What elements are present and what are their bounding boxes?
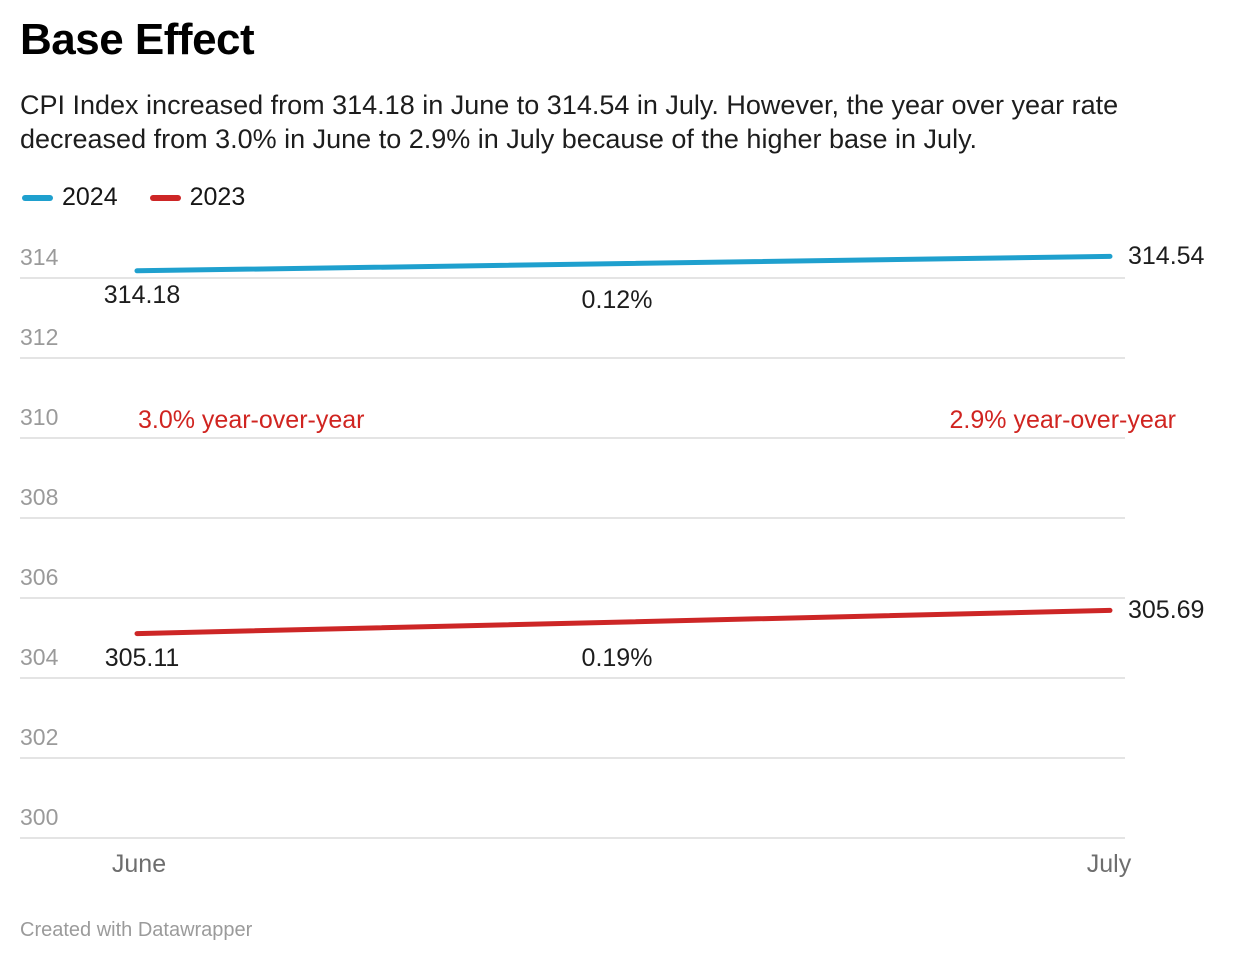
legend-label-2023: 2023 bbox=[189, 183, 246, 211]
x-axis-label-july: July bbox=[1086, 850, 1132, 878]
datawrapper-credit-link[interactable]: Created with Datawrapper bbox=[20, 919, 253, 941]
gridline-308 bbox=[20, 517, 1125, 519]
y-tick-label-310: 310 bbox=[20, 404, 59, 430]
change-label-2023: 0.19% bbox=[581, 644, 653, 672]
legend-label-2024: 2024 bbox=[62, 183, 118, 211]
gridline-314 bbox=[20, 277, 1125, 279]
gridline-302 bbox=[20, 757, 1125, 759]
y-tick-label-306: 306 bbox=[20, 564, 59, 590]
gridline-306 bbox=[20, 597, 1125, 599]
legend-item-2023: 2023 bbox=[149, 183, 246, 212]
gridline-304 bbox=[20, 677, 1125, 679]
y-tick-label-312: 312 bbox=[20, 324, 59, 350]
series-line-2024 bbox=[134, 253, 1113, 274]
value-label-end-2024: 314.54 bbox=[1128, 242, 1205, 271]
chart-description: CPI Index increased from 314.18 in June … bbox=[20, 88, 1118, 156]
y-tick-label-304: 304 bbox=[20, 644, 59, 670]
value-label-end-2023: 305.69 bbox=[1128, 596, 1205, 625]
annotation-yoy-right: 2.9% year-over-year bbox=[949, 406, 1176, 434]
legend-item-2024: 2024 bbox=[22, 183, 118, 212]
change-label-2024: 0.12% bbox=[581, 285, 653, 314]
gridline-312 bbox=[20, 357, 1125, 359]
y-tick-label-302: 302 bbox=[20, 724, 59, 750]
y-tick-label-308: 308 bbox=[20, 484, 59, 510]
description-line-1: CPI Index increased from 314.18 in June … bbox=[20, 90, 1119, 120]
description-line-2: decreased from 3.0% in June to 2.9% in J… bbox=[20, 124, 978, 154]
x-axis-label-june: June bbox=[111, 850, 167, 878]
value-label-start-2023: 305.11 bbox=[104, 643, 180, 672]
y-tick-label-300: 300 bbox=[20, 804, 59, 830]
legend-swatch-2023 bbox=[149, 194, 181, 201]
gridline-300 bbox=[20, 837, 1125, 839]
annotation-yoy-left: 3.0% year-over-year bbox=[138, 406, 365, 434]
value-label-start-2024: 314.18 bbox=[103, 280, 181, 309]
page-title: Base Effect bbox=[20, 15, 255, 64]
y-tick-label-314: 314 bbox=[20, 244, 59, 270]
legend: 2024 2023 bbox=[22, 183, 245, 212]
legend-swatch-2024 bbox=[22, 194, 53, 201]
series-line-2023 bbox=[134, 607, 1113, 637]
gridline-310 bbox=[20, 437, 1125, 439]
